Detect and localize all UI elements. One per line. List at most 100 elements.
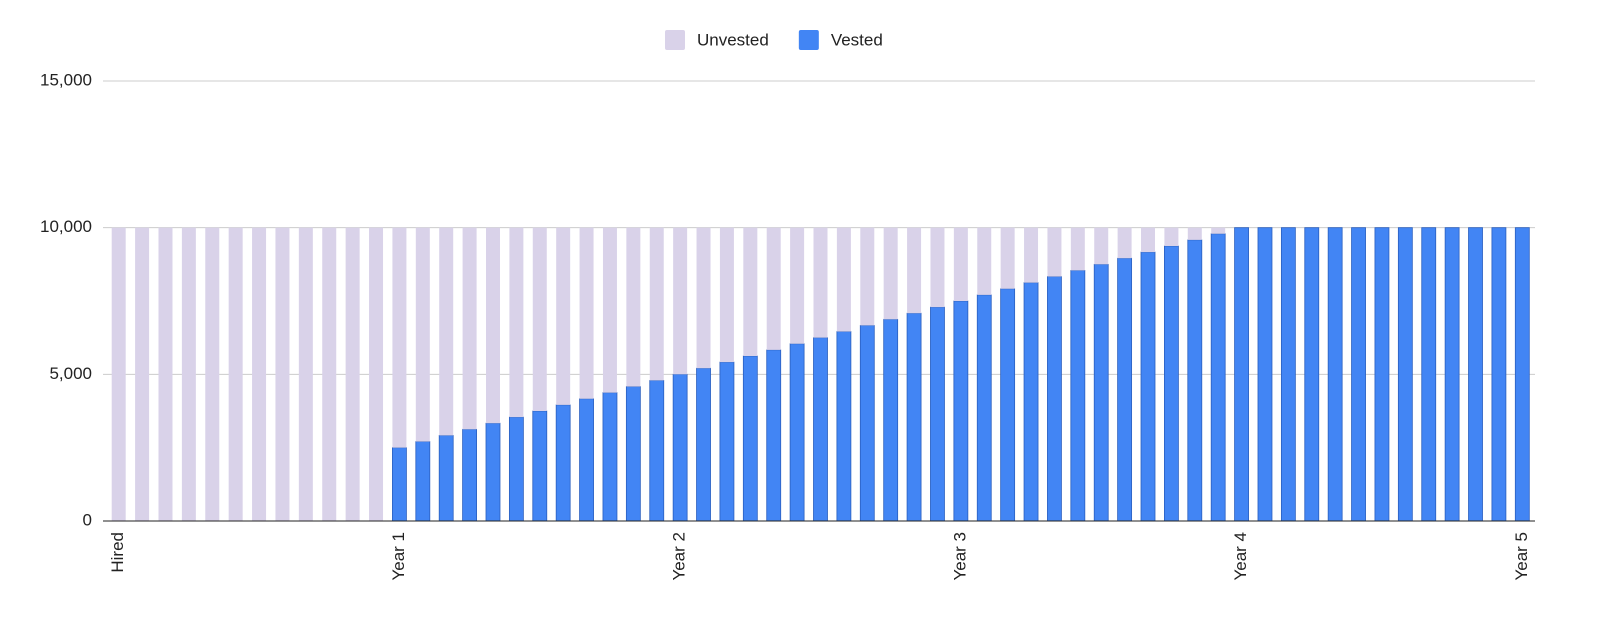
bar-segment [181,227,196,521]
bar-segment [1023,282,1039,522]
bar-segment [1117,227,1132,259]
bar-segment [392,447,407,522]
bar-segment [672,373,688,522]
bar-segment [556,227,571,405]
bar-segment [1024,227,1039,283]
bar-segment [135,227,150,521]
bar-segment [742,355,758,522]
bar-segment [298,227,313,521]
bar-segment [766,227,781,350]
bar-segment [813,337,828,522]
bar-segment [1280,227,1296,522]
bar-segment [1094,227,1109,265]
bar-segment [1117,257,1133,522]
bar-segment [485,422,501,522]
bar-segment [275,227,290,521]
bar-segment [509,227,524,418]
bar-segment [836,331,852,522]
x-tick-label: Hired [108,532,127,573]
bar-segment [322,227,337,521]
bar-segment [228,227,243,521]
bar-segment [369,227,384,521]
bar-segment [953,227,968,301]
bar-segment [1211,227,1226,234]
bar-segment [1187,227,1202,240]
bar-segment [532,227,547,411]
bar-segment [930,227,945,308]
legend-swatch [665,30,685,50]
bar-segment [252,227,267,521]
bar-segment [907,227,922,314]
legend-swatch [798,30,819,50]
y-tick-label: 15,000 [40,70,92,89]
bar-segment [205,227,220,521]
bar-segment [859,325,875,522]
x-tick-label: Year 2 [670,532,689,581]
bar-segment [766,349,782,522]
bar-segment [1491,227,1507,522]
x-tick-label: Year 4 [1231,532,1250,581]
bar-segment [508,416,524,522]
bar-segment [1187,239,1203,522]
bar-segment [1397,227,1413,522]
bar-segment [790,227,805,344]
bar-segment [485,227,500,424]
bar-segment [602,392,618,522]
bar-segment [1093,263,1109,522]
x-tick-label: Year 3 [950,532,969,581]
bar-segment [111,227,126,521]
bar-segment [719,227,734,363]
bar-segment [1164,245,1179,522]
bar-segment [906,312,922,522]
bar-segment [345,227,360,521]
bar-segment [719,361,735,522]
bar-segment [953,300,969,522]
bar-segment [1047,276,1062,522]
bar-segment [1140,251,1156,522]
bar-segment [626,227,641,387]
bar-segment [1421,227,1437,522]
bar-segment [1070,227,1085,271]
bar-segment [1164,227,1179,246]
bar-segment [743,227,758,356]
bar-segment [813,227,828,338]
bar-segment [415,227,430,442]
bar-segment [579,227,594,399]
bar-segment [439,227,454,436]
x-tick-label: Year 5 [1512,532,1531,581]
bar-segment [696,367,711,522]
bar-segment [649,227,664,381]
bar-segment [976,294,992,522]
bar-segment [438,435,454,522]
bar-segment [392,227,407,448]
legend-label: Unvested [697,30,769,49]
bar-segment [1070,270,1086,522]
bar-segment [836,227,851,332]
bar-segment [1141,227,1156,253]
bar-segment [977,227,992,295]
bar-segment [462,227,477,430]
bar-segment [673,227,688,375]
bar-segment [883,227,898,320]
bar-segment [1444,227,1460,522]
bar-segment [555,404,571,522]
bar-segment [1047,227,1062,277]
y-tick-label: 5,000 [49,364,92,383]
bar-segment [1327,227,1343,522]
y-tick-label: 10,000 [40,217,92,236]
y-tick-label: 0 [83,510,92,529]
bar-segment [158,227,173,521]
bar-segment [1514,227,1530,522]
bar-segment [1468,227,1483,522]
x-tick-label: Year 1 [389,532,408,581]
bar-segment [1234,227,1249,522]
bar-segment [789,343,805,522]
bar-segment [1304,227,1320,522]
bar-segment [883,318,899,522]
bar-segment [1374,227,1390,522]
bar-segment [1257,227,1273,522]
bar-segment [1000,227,1015,289]
bar-segment [1210,233,1226,522]
bar-segment [602,227,617,393]
